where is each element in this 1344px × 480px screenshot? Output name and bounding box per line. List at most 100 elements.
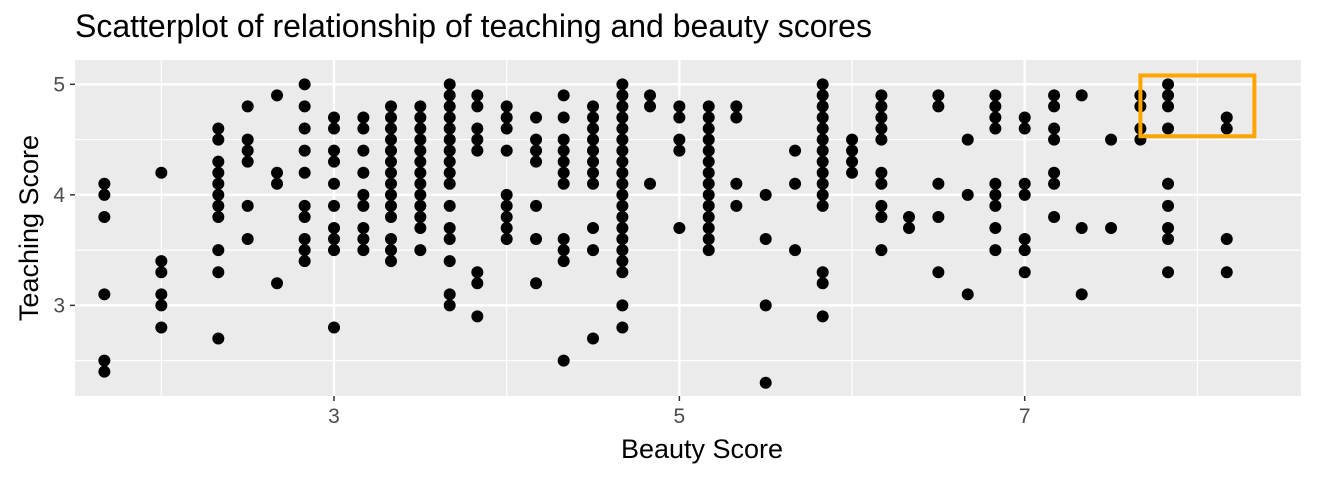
data-point [557,133,570,146]
data-point [702,233,715,246]
data-point [616,199,629,212]
data-point [271,277,284,290]
data-point [155,288,168,301]
data-point [932,100,945,113]
data-point [616,78,629,91]
data-point [212,188,225,201]
data-point [587,332,600,345]
data-point [932,210,945,223]
data-point [989,177,1002,190]
data-point [298,166,311,179]
data-point [271,89,284,102]
data-point [443,255,456,268]
data-point [616,155,629,168]
data-point [414,111,427,124]
data-point [530,133,543,146]
data-point [443,100,456,113]
data-point [816,89,829,102]
data-point [557,89,570,102]
data-point [328,222,341,234]
data-point [384,233,397,246]
data-point [587,155,600,168]
data-point [616,166,629,179]
data-point [989,122,1002,135]
data-point [1075,89,1088,102]
data-point [816,166,829,179]
data-point [846,144,859,157]
data-point [557,166,570,179]
data-point [989,89,1002,102]
data-point [702,155,715,168]
data-point [471,310,484,323]
data-point [616,210,629,223]
data-point [616,233,629,246]
data-point [961,288,974,301]
data-point [616,255,629,268]
data-point [212,155,225,168]
data-point [328,244,341,257]
data-point [384,155,397,168]
data-point [616,100,629,113]
data-point [673,133,686,146]
data-point [98,354,111,367]
y-tick-label: 3 [53,294,65,317]
data-point [702,144,715,157]
data-point [357,233,370,246]
data-point [875,177,888,190]
data-point [673,111,686,124]
y-tick-label: 4 [53,184,65,207]
data-point [328,177,341,190]
data-point [816,310,829,323]
data-point [616,144,629,157]
data-point [989,188,1002,201]
data-point [414,166,427,179]
data-point [414,244,427,257]
data-point [644,89,657,102]
data-point [500,100,513,113]
data-point [1048,177,1061,190]
data-point [587,222,600,234]
data-point [846,133,859,146]
data-point [1048,133,1061,146]
data-point [155,299,168,312]
x-axis-label: Beauty Score [621,434,783,464]
data-point [241,133,254,146]
x-tick-label: 3 [328,405,340,428]
data-point [1220,111,1233,124]
data-point [298,100,311,113]
data-point [816,177,829,190]
data-point [616,222,629,234]
data-point [616,122,629,135]
data-point [702,122,715,135]
data-point [384,199,397,212]
data-point [384,210,397,223]
data-point [155,321,168,334]
data-point [298,210,311,223]
data-point [357,188,370,201]
plot-panel [75,60,1301,396]
data-point [730,100,743,113]
data-point [759,299,772,312]
data-point [875,166,888,179]
data-point [384,133,397,146]
data-point [212,122,225,135]
data-point [530,111,543,124]
data-point [702,166,715,179]
data-point [961,188,974,201]
y-axis-label: Teaching Score [14,135,44,321]
data-point [241,144,254,157]
data-point [500,233,513,246]
data-point [357,166,370,179]
data-point [989,100,1002,113]
data-point [414,133,427,146]
data-point [557,244,570,257]
data-point [846,166,859,179]
data-point [357,122,370,135]
data-point [328,111,341,124]
highlight-box [1138,73,1257,139]
data-point [875,100,888,113]
data-point [530,277,543,290]
data-point [1048,100,1061,113]
data-point [759,376,772,389]
